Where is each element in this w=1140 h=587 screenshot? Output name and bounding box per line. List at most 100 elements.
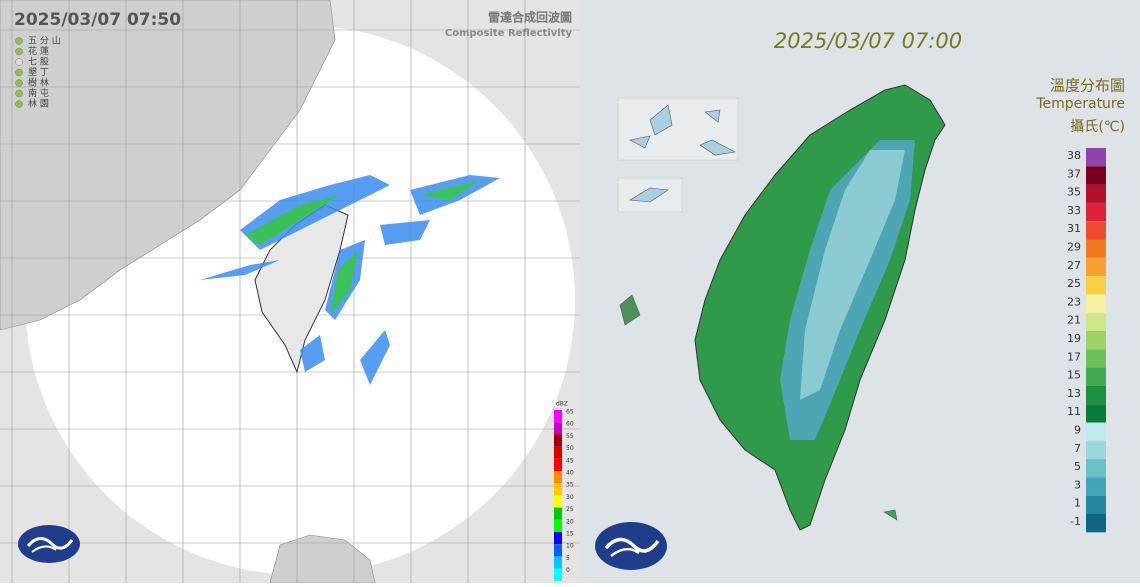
legend-label: 65: [566, 409, 574, 416]
station-label: 南 屯: [28, 87, 49, 99]
legend-swatch: [1086, 331, 1106, 350]
legend-swatch: [554, 471, 562, 484]
legend-label: 45: [566, 457, 574, 464]
legend-label: 15: [566, 531, 574, 538]
temperature-title: 溫度分布圖: [1050, 77, 1125, 95]
legend-label: 5: [1074, 460, 1081, 473]
legend-label: 20: [566, 518, 574, 525]
legend-label: 13: [1067, 387, 1081, 400]
mainland: [0, 0, 336, 331]
legend-label: 50: [566, 445, 574, 452]
legend-swatch: [1086, 202, 1106, 222]
legend-swatch: [554, 410, 562, 423]
legend-label: 5: [566, 555, 570, 562]
legend-swatch: [1086, 276, 1106, 295]
echoes-green: [245, 180, 480, 315]
legend-label: 25: [566, 506, 574, 513]
station-list: 五 分 山花 蓮七 股墾 丁樹 林南 屯林 園: [15, 36, 61, 110]
station-label: 林 園: [28, 98, 49, 110]
legend-swatch: [554, 483, 562, 496]
temperature-subtitle: Temperature: [1035, 96, 1125, 112]
legend-swatch: [1086, 312, 1106, 331]
radar-subtitle: Composite Reflectivity: [445, 28, 573, 39]
legend-swatch: [1086, 385, 1106, 405]
legend-swatch: [554, 519, 562, 532]
station-marker: [15, 79, 23, 87]
station-marker: [15, 58, 23, 66]
legend-label: 40: [566, 470, 574, 477]
legend-label: 35: [1067, 186, 1081, 199]
legend-label: 35: [566, 482, 574, 489]
legend-swatch: [1086, 221, 1106, 240]
legend-swatch: [1086, 294, 1106, 313]
legend-swatch: [554, 532, 562, 545]
legend-swatch: [554, 434, 562, 447]
legend-label: 23: [1067, 295, 1081, 308]
legend-swatch: [1086, 514, 1106, 533]
legend-swatch: [554, 507, 562, 520]
legend-label: 27: [1067, 259, 1081, 272]
cwa-logo: [18, 525, 80, 563]
legend-unit: dBZ: [556, 401, 568, 408]
legend-swatch: [1086, 422, 1106, 441]
legend-swatch: [1086, 257, 1106, 277]
legend-label: 38: [1067, 149, 1081, 162]
station-marker: [15, 47, 23, 56]
cwa-logo: [595, 522, 667, 570]
station-label: 花 蓮: [28, 45, 49, 57]
mountain-peaks: [800, 150, 905, 400]
legend-swatch: [554, 495, 562, 508]
temperature-timestamp: 2025/03/07 07:00: [774, 29, 962, 53]
legend-swatch: [1086, 477, 1106, 496]
legend-swatch: [554, 556, 562, 569]
station-label: 五 分 山: [28, 36, 61, 47]
legend-label: 37: [1067, 167, 1081, 180]
legend-swatch: [1086, 166, 1106, 185]
legend-label: 11: [1067, 405, 1081, 418]
legend-swatch: [1086, 495, 1106, 514]
legend-label: 7: [1074, 442, 1081, 455]
islands: [617, 97, 898, 521]
station-label: 墾 丁: [28, 66, 49, 78]
station-marker: [15, 68, 23, 77]
legend-label: 1: [1074, 497, 1081, 510]
station-label: 七 股: [28, 57, 49, 68]
station-label: 樹 林: [28, 77, 49, 89]
legend-label: 25: [1067, 277, 1081, 290]
station-marker: [15, 89, 23, 98]
radar-timestamp: 2025/03/07 07:50: [14, 10, 181, 30]
legend-label: 31: [1067, 222, 1081, 235]
legend-swatch: [554, 568, 562, 581]
legend-label: 30: [566, 494, 574, 501]
legend-swatch: [1086, 148, 1106, 167]
legend-swatch: [1086, 367, 1106, 386]
legend-swatch: [1086, 440, 1106, 460]
radar-title: 雷達合成回波圖: [488, 10, 572, 25]
legend-label: 9: [1074, 424, 1081, 437]
legend-swatch: [1086, 459, 1106, 478]
legend-label: 3: [1074, 478, 1081, 491]
legend-label: 17: [1067, 350, 1081, 363]
legend-swatch: [1086, 184, 1106, 203]
legend-label: 29: [1067, 241, 1081, 254]
grid: [0, 0, 580, 583]
station-marker: [15, 100, 23, 108]
legend-swatch: [1086, 349, 1106, 368]
station-marker: [15, 37, 23, 45]
legend-label: 15: [1067, 369, 1081, 382]
legend-swatch: [1086, 404, 1106, 423]
legend-label: 60: [566, 421, 574, 428]
legend-label: 19: [1067, 332, 1081, 345]
legend-swatch: [554, 422, 562, 435]
legend-label: 33: [1067, 204, 1081, 217]
legend-swatch: [554, 544, 562, 557]
legend-swatch: [554, 458, 562, 471]
legend-label: 0: [566, 567, 570, 574]
legend-label: -1: [1070, 515, 1081, 528]
legend-swatch: [554, 446, 562, 459]
temperature-panel: 2025/03/07 07:00 溫度分布圖 Temperature 攝氏(℃)…: [580, 0, 1140, 583]
